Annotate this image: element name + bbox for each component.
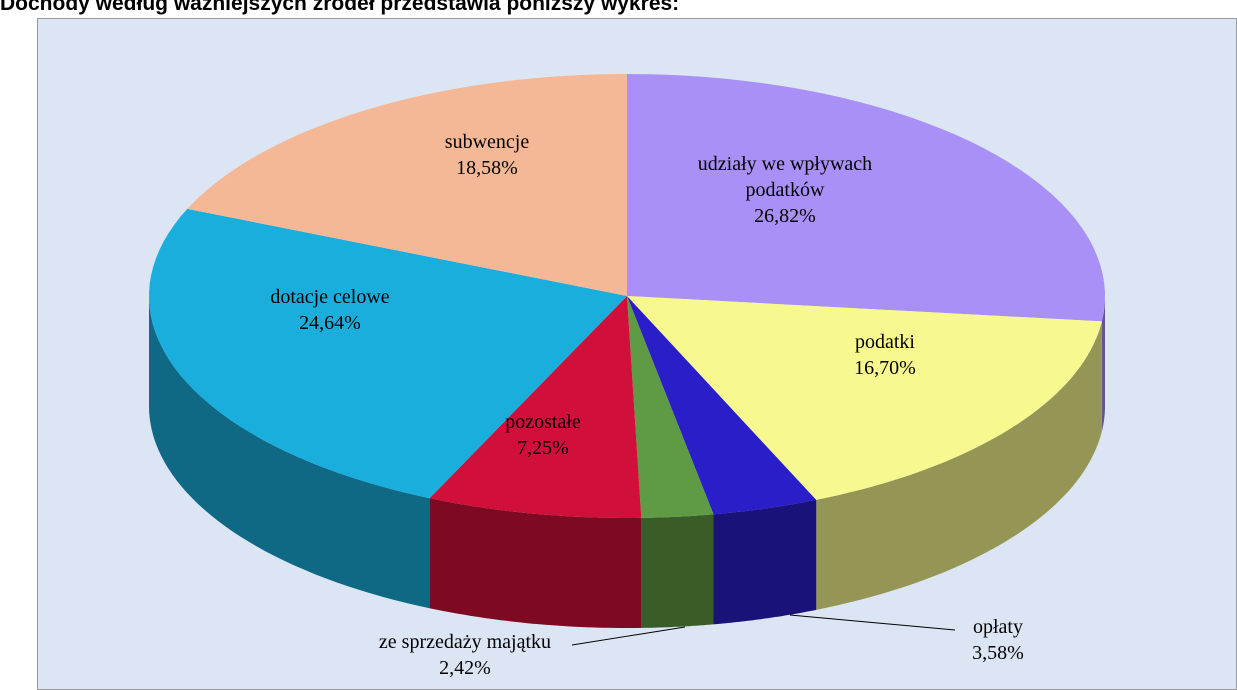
slice: [187, 74, 628, 296]
leader-line: [571, 626, 686, 646]
leader-line: [789, 614, 956, 631]
data-label: dotacje celowe 24,64%: [210, 284, 450, 336]
slice: [429, 296, 642, 518]
value-label: 3,58%: [972, 642, 1024, 664]
value-label: 16,70%: [854, 357, 916, 379]
category-label: pozostałe: [505, 411, 581, 433]
side-shade: [1101, 296, 1105, 432]
chart-title: Dochody według ważniejszych źródeł przed…: [0, 0, 680, 15]
side-shade: [149, 296, 430, 609]
slice: [627, 296, 714, 518]
side-shade: [641, 514, 714, 628]
category-label: udziały we wpływach podatków: [697, 153, 873, 201]
category-label: ze sprzedaży majątku: [378, 631, 552, 653]
side-shade: [713, 499, 817, 625]
slice: [627, 296, 817, 515]
category-label: subwencje: [444, 131, 530, 153]
value-label: 26,82%: [754, 205, 816, 227]
data-label: podatki 16,70%: [765, 329, 1005, 381]
slice-side: [1101, 296, 1105, 432]
value-label: 24,64%: [299, 312, 361, 334]
side-shade: [429, 498, 642, 628]
slice: [149, 208, 627, 499]
data-label: ze sprzedaży majątku 2,42%: [335, 629, 595, 681]
side-shade: [816, 321, 1102, 610]
data-label: pozostałe 7,25%: [423, 409, 663, 461]
slice-side: [713, 499, 817, 625]
value-label: 18,58%: [456, 157, 518, 179]
slice: [627, 74, 1105, 322]
slice-side: [149, 296, 430, 609]
data-label: opłaty 3,58%: [878, 614, 1118, 666]
slice-side: [641, 514, 714, 628]
data-label: subwencje 18,58%: [367, 129, 607, 181]
value-label: 2,42%: [439, 657, 491, 679]
slice-side: [429, 498, 642, 628]
category-label: podatki: [855, 331, 915, 353]
slice: [627, 296, 1102, 500]
slice-side: [816, 321, 1102, 610]
category-label: opłaty: [973, 616, 1023, 638]
data-label: udziały we wpływach podatków 26,82%: [670, 151, 900, 229]
category-label: dotacje celowe: [270, 286, 390, 308]
value-label: 7,25%: [517, 437, 569, 459]
